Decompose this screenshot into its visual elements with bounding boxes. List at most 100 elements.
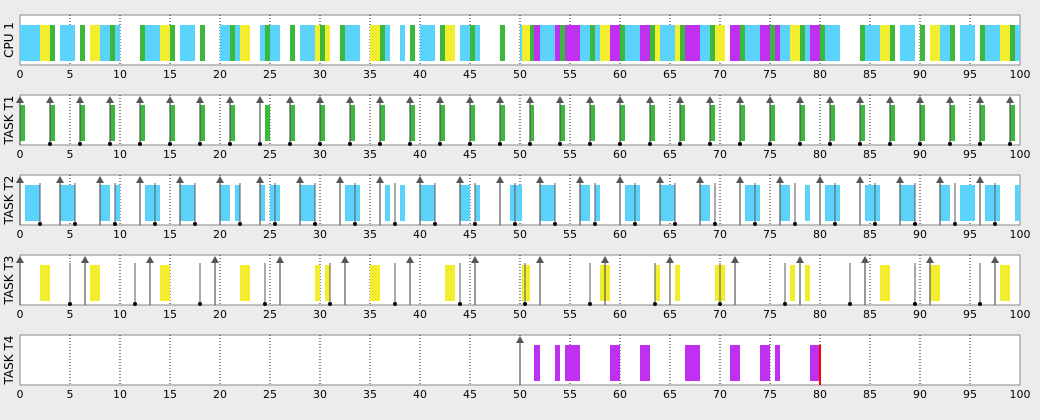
segment-t4: [610, 25, 620, 61]
tick-label: 45: [463, 388, 477, 401]
segment-t3: [160, 265, 170, 301]
segment-t1: [830, 105, 835, 141]
tick-label: 60: [613, 308, 627, 321]
tick-label: 80: [813, 308, 827, 321]
tick-label: 25: [263, 308, 277, 321]
segment-t1: [350, 105, 355, 141]
tick-label: 10: [113, 68, 127, 81]
tick-label: 20: [213, 68, 227, 81]
segment-t1: [860, 105, 865, 141]
segment-t2: [1015, 25, 1020, 61]
segment-t1: [340, 25, 345, 61]
tick-label: 5: [67, 148, 74, 161]
segment-t1: [920, 25, 925, 61]
segment-t3: [675, 265, 680, 301]
tick-label: 40: [413, 388, 427, 401]
deadline-dot: [273, 222, 277, 226]
deadline-dot: [978, 142, 982, 146]
deadline-dot: [793, 222, 797, 226]
segment-t2: [745, 185, 760, 221]
segment-t2: [115, 25, 120, 61]
segment-t4: [534, 345, 540, 381]
segment-t1: [560, 105, 565, 141]
segment-t1: [200, 105, 205, 141]
deadline-dot: [1008, 142, 1012, 146]
tick-label: 0: [17, 228, 24, 241]
segment-t1: [980, 105, 985, 141]
deadline-dot: [258, 142, 262, 146]
tick-label: 95: [963, 148, 977, 161]
segment-t1: [50, 25, 55, 61]
deadline-dot: [553, 222, 557, 226]
tick-label: 10: [113, 308, 127, 321]
deadline-dot: [678, 142, 682, 146]
tick-label: 95: [963, 68, 977, 81]
segment-t1: [770, 25, 775, 61]
segment-t2: [985, 185, 1000, 221]
segment-t1: [50, 105, 55, 141]
segment-t4: [685, 345, 700, 381]
segment-t2: [475, 25, 480, 61]
segment-t2: [940, 185, 950, 221]
tick-label: 60: [613, 148, 627, 161]
segment-t2: [660, 25, 675, 61]
deadline-dot: [648, 142, 652, 146]
tick-label: 50: [513, 148, 527, 161]
segment-t3: [240, 265, 250, 301]
deadline-dot: [198, 142, 202, 146]
segment-t4: [730, 25, 740, 61]
segment-t2: [540, 25, 555, 61]
segment-t2: [625, 25, 640, 61]
segment-t2: [940, 25, 950, 61]
segment-t2: [180, 185, 195, 221]
segment-t2: [580, 25, 590, 61]
segment-t2: [300, 185, 315, 221]
segment-t1: [800, 25, 805, 61]
segment-t4: [640, 345, 650, 381]
segment-t3: [90, 25, 100, 61]
deadline-dot: [353, 222, 357, 226]
tick-label: 80: [813, 228, 827, 241]
deadline-dot: [458, 302, 462, 306]
tick-label: 70: [713, 68, 727, 81]
tick-label: 55: [563, 228, 577, 241]
segment-t3: [90, 265, 100, 301]
deadline-dot: [78, 142, 82, 146]
tick-label: 40: [413, 228, 427, 241]
tick-label: 45: [463, 148, 477, 161]
tick-label: 10: [113, 228, 127, 241]
tick-label: 55: [563, 148, 577, 161]
segment-t3: [370, 265, 380, 301]
tick-label: 45: [463, 228, 477, 241]
segment-t1: [110, 25, 115, 61]
segment-t1: [265, 105, 270, 141]
deadline-dot: [953, 222, 957, 226]
segment-t1: [320, 105, 325, 141]
segment-t3: [40, 25, 50, 61]
segment-t2: [580, 185, 590, 221]
segment-t4: [775, 25, 780, 61]
segment-t2: [60, 185, 75, 221]
segment-t1: [530, 105, 534, 141]
deadline-dot: [753, 222, 757, 226]
tick-label: 85: [863, 148, 877, 161]
tick-label: 90: [913, 228, 927, 241]
segment-t4: [685, 25, 700, 61]
segment-t4: [565, 25, 580, 61]
deadline-dot: [133, 302, 137, 306]
segment-t4: [555, 345, 560, 381]
segment-t1: [740, 25, 745, 61]
segment-t1: [200, 25, 205, 61]
segment-t3: [805, 265, 810, 301]
deadline-dot: [913, 222, 917, 226]
deadline-dot: [888, 142, 892, 146]
tick-label: 15: [163, 228, 177, 241]
segment-t2: [865, 25, 880, 61]
segment-t2: [475, 185, 480, 221]
deadline-dot: [828, 142, 832, 146]
segment-t2: [385, 25, 390, 61]
segment-t2: [780, 185, 790, 221]
deadline-dot: [708, 142, 712, 146]
segment-t1: [980, 25, 985, 61]
